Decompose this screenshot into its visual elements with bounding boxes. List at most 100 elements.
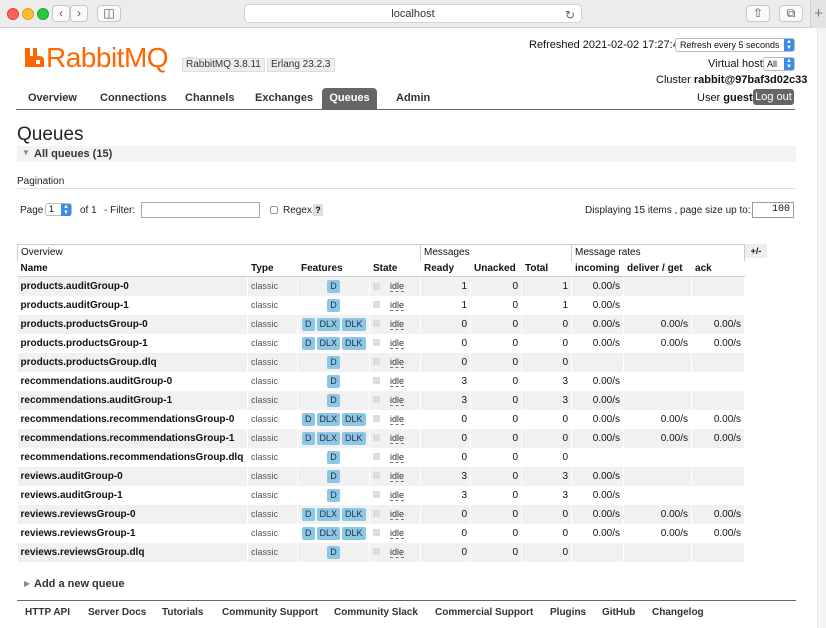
messages-ready: 3 bbox=[420, 390, 471, 410]
state-indicator-icon bbox=[373, 339, 380, 347]
queue-name-link[interactable]: recommendations.recommendationsGroup-1 bbox=[17, 428, 248, 448]
regex-checkbox[interactable] bbox=[270, 206, 278, 214]
sidebar-icon[interactable]: ◫ bbox=[97, 5, 121, 22]
column-header-total[interactable]: Total bbox=[521, 260, 573, 277]
toggle-columns-button[interactable]: +/- bbox=[745, 244, 767, 258]
queue-name-link[interactable]: recommendations.recommendationsGroup-0 bbox=[17, 409, 248, 429]
queue-name-link[interactable]: products.productsGroup.dlq bbox=[17, 352, 248, 372]
column-header-incoming[interactable]: incoming bbox=[571, 260, 625, 277]
feature-badge: D bbox=[327, 393, 340, 407]
tab-admin[interactable]: Admin bbox=[396, 92, 431, 104]
footer-link-server-docs[interactable]: Server Docs bbox=[88, 607, 147, 618]
rate-incoming: 0.00/s bbox=[571, 428, 625, 448]
column-header-name[interactable]: Name bbox=[17, 260, 248, 277]
column-header-ack[interactable]: ack bbox=[691, 260, 746, 277]
table-row: products.productsGroup-0 classic D DLX DLK id… bbox=[17, 314, 746, 334]
messages-total: 0 bbox=[521, 523, 573, 543]
state-indicator-icon bbox=[373, 358, 380, 366]
help-button[interactable]: ? bbox=[313, 204, 323, 216]
feature-badge: DLX bbox=[316, 526, 341, 540]
footer-link-commercial-support[interactable]: Commercial Support bbox=[435, 607, 534, 618]
add-new-queue-toggle[interactable]: Add a new queue bbox=[34, 578, 125, 590]
footer-link-plugins[interactable]: Plugins bbox=[550, 607, 587, 618]
queue-name-link[interactable]: recommendations.auditGroup-0 bbox=[17, 371, 248, 391]
queue-name-link[interactable]: reviews.reviewsGroup-0 bbox=[17, 504, 248, 524]
queue-name-link[interactable]: products.auditGroup-1 bbox=[17, 295, 248, 315]
messages-unacked: 0 bbox=[470, 371, 522, 391]
tab-connections[interactable]: Connections bbox=[100, 92, 167, 104]
messages-unacked: 0 bbox=[470, 485, 522, 505]
queue-type: classic bbox=[247, 314, 298, 334]
messages-total: 0 bbox=[521, 314, 573, 334]
messages-unacked: 0 bbox=[470, 542, 522, 562]
rabbitmq-version-badge: RabbitMQ 3.8.11 bbox=[182, 58, 265, 72]
tab-overview[interactable]: Overview bbox=[28, 92, 77, 104]
state-indicator-icon bbox=[373, 548, 380, 556]
column-header-ready[interactable]: Ready bbox=[420, 260, 471, 277]
page-count: of 1 bbox=[80, 205, 97, 216]
group-messages: Messages bbox=[419, 244, 573, 261]
queue-name-link[interactable]: reviews.reviewsGroup-1 bbox=[17, 523, 248, 543]
queue-name-link[interactable]: recommendations.auditGroup-1 bbox=[17, 390, 248, 410]
queue-name-link[interactable]: reviews.reviewsGroup.dlq bbox=[17, 542, 248, 562]
footer-link-github[interactable]: GitHub bbox=[602, 607, 636, 618]
forward-icon[interactable]: › bbox=[70, 5, 88, 22]
state-indicator-icon bbox=[373, 396, 380, 404]
feature-badge: DLK bbox=[342, 507, 366, 521]
refresh-interval-select[interactable]: Refresh every 5 seconds ▲ ▼ bbox=[675, 38, 795, 52]
state-text: idle bbox=[390, 508, 405, 520]
queue-name-link[interactable]: recommendations.recommendationsGroup.dlq bbox=[17, 447, 248, 467]
new-tab-icon[interactable]: + bbox=[810, 0, 826, 28]
queue-name-link[interactable]: reviews.auditGroup-1 bbox=[17, 485, 248, 505]
back-icon[interactable]: ‹ bbox=[52, 5, 70, 22]
column-header-state[interactable]: State bbox=[369, 260, 421, 277]
rate-deliver-get bbox=[623, 276, 693, 296]
close-window-button[interactable] bbox=[7, 8, 19, 20]
tab-exchanges[interactable]: Exchanges bbox=[255, 92, 314, 104]
footer-link-http-api[interactable]: HTTP API bbox=[25, 607, 71, 618]
feature-badge: D bbox=[327, 279, 340, 293]
column-header-type[interactable]: Type bbox=[247, 260, 298, 277]
state-text: idle bbox=[390, 527, 405, 539]
reload-icon[interactable]: ↻ bbox=[564, 8, 575, 22]
queue-name-link[interactable]: products.productsGroup-0 bbox=[17, 314, 248, 334]
queue-features: D bbox=[297, 295, 370, 315]
virtual-host-select[interactable]: All ▲ ▼ bbox=[763, 57, 795, 71]
tab-queues[interactable]: Queues bbox=[322, 88, 377, 109]
scrollbar[interactable] bbox=[817, 28, 826, 628]
minimize-window-button[interactable] bbox=[22, 8, 34, 20]
all-queues-section-toggle[interactable]: ▼ All queues (15) bbox=[17, 146, 796, 162]
page-size-input[interactable]: 100 bbox=[752, 202, 794, 218]
feature-badge: D bbox=[302, 412, 315, 426]
queue-name-link[interactable]: products.productsGroup-1 bbox=[17, 333, 248, 353]
address-bar[interactable]: localhost ↻ bbox=[244, 4, 582, 23]
feature-badge: D bbox=[302, 317, 315, 331]
filter-input[interactable] bbox=[141, 202, 260, 218]
rate-ack: 0.00/s bbox=[691, 409, 746, 429]
column-header-unacked[interactable]: Unacked bbox=[470, 260, 522, 277]
rate-deliver-get: 0.00/s bbox=[623, 333, 693, 353]
page-title: Queues bbox=[17, 124, 84, 145]
zoom-window-button[interactable] bbox=[37, 8, 49, 20]
messages-total: 0 bbox=[521, 542, 573, 562]
logout-button[interactable]: Log out bbox=[753, 89, 794, 105]
tab-channels[interactable]: Channels bbox=[185, 92, 235, 104]
queue-name-link[interactable]: reviews.auditGroup-0 bbox=[17, 466, 248, 486]
feature-badge: D bbox=[327, 298, 340, 312]
footer-link-community-slack[interactable]: Community Slack bbox=[334, 607, 418, 618]
refresh-interval-value: Refresh every 5 seconds bbox=[680, 40, 780, 50]
footer-link-tutorials[interactable]: Tutorials bbox=[162, 607, 204, 618]
feature-badge: D bbox=[302, 507, 315, 521]
share-icon[interactable]: ⇧ bbox=[746, 5, 770, 22]
queue-name-link[interactable]: products.auditGroup-0 bbox=[17, 276, 248, 296]
page-select[interactable]: 1 ▲ ▼ bbox=[45, 203, 72, 216]
queue-features: D DLX DLK bbox=[297, 409, 370, 429]
column-header-deliver-get[interactable]: deliver / get bbox=[623, 260, 693, 277]
tabs-overview-icon[interactable]: ⧉ bbox=[779, 5, 803, 22]
column-header-features[interactable]: Features bbox=[297, 260, 370, 277]
queue-type: classic bbox=[247, 428, 298, 448]
footer-link-changelog[interactable]: Changelog bbox=[652, 607, 704, 618]
footer-link-community-support[interactable]: Community Support bbox=[222, 607, 319, 618]
messages-ready: 0 bbox=[420, 352, 471, 372]
rate-incoming: 0.00/s bbox=[571, 333, 625, 353]
